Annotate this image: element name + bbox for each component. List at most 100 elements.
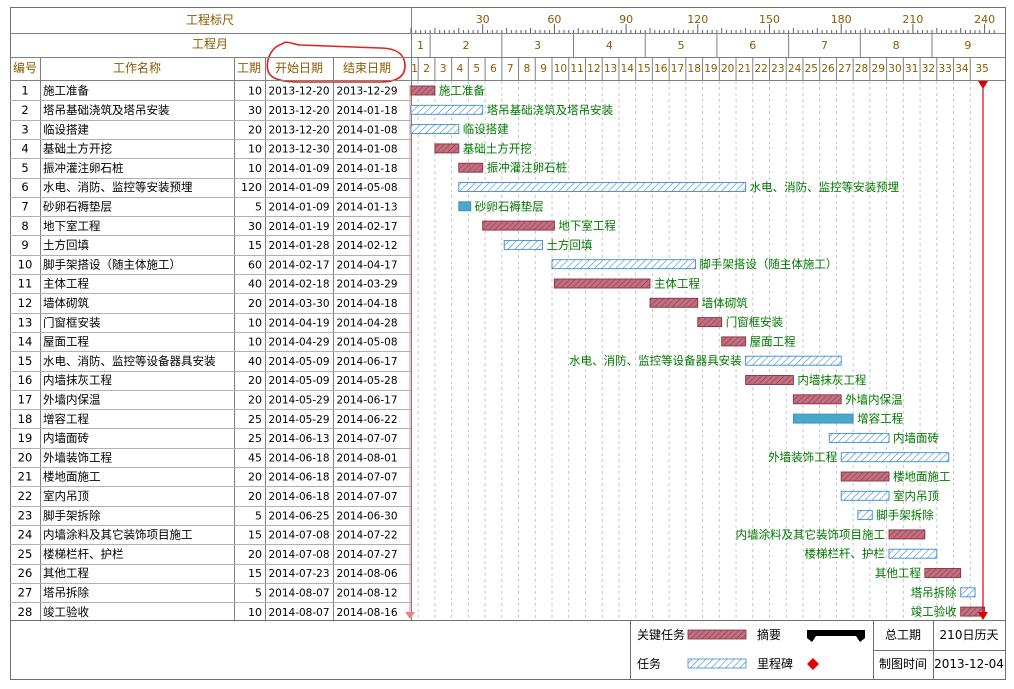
task-bar (792, 394, 842, 405)
scale-tick-label: 120 (687, 13, 708, 26)
week-label: 12 (587, 63, 600, 75)
table-row: 11 主体工程 40 2014-02-18 2014-03-29 (18, 277, 398, 291)
task-bar (410, 85, 436, 96)
total-duration-label: 总工期 (885, 628, 921, 642)
task-no: 3 (21, 122, 28, 136)
legend-milestone-icon (807, 658, 819, 670)
task-bar (553, 278, 651, 289)
table-row: 24 内墙涂料及其它装饰项目施工 15 2014-07-08 2014-07-22 (18, 528, 398, 542)
week-label: 5 (473, 63, 480, 75)
task-bar (649, 297, 699, 308)
table-row: 8 地下室工程 30 2014-01-19 2014-02-17 (21, 219, 397, 233)
task-bar (721, 336, 747, 347)
task-start-date: 2014-05-09 (268, 375, 329, 387)
task-bar (434, 143, 460, 154)
task-no: 5 (21, 161, 28, 175)
week-label: 7 (507, 63, 514, 75)
task-bar (458, 182, 747, 192)
month-label: 3 (534, 39, 541, 52)
week-label: 13 (604, 63, 617, 75)
task-no: 27 (18, 585, 33, 599)
task-duration: 20 (248, 297, 262, 310)
task-end-date: 2014-01-18 (336, 163, 397, 175)
task-end-date: 2013-12-29 (336, 86, 397, 98)
task-end-date: 2014-07-07 (336, 472, 397, 484)
week-label: 6 (490, 63, 497, 75)
task-bar-label: 施工准备 (439, 84, 485, 98)
task-start-date: 2014-02-17 (268, 259, 329, 271)
table-row: 6 水电、消防、监控等安装预埋 120 2014-01-09 2014-05-08 (21, 180, 397, 194)
task-name: 主体工程 (43, 277, 89, 291)
task-duration: 30 (248, 220, 262, 233)
task-name: 内墙抹灰工程 (43, 373, 112, 387)
task-end-date: 2014-07-22 (336, 530, 397, 542)
task-start-date: 2014-06-18 (268, 472, 329, 484)
task-name: 砂卵石褥垫层 (43, 199, 112, 213)
week-label: 21 (738, 63, 751, 75)
week-label: 17 (671, 63, 684, 75)
task-name: 增容工程 (43, 412, 89, 426)
task-bar-label: 楼梯栏杆、护栏 (805, 547, 886, 561)
week-label: 28 (855, 63, 868, 75)
task-start-date: 2014-04-19 (268, 317, 329, 329)
task-bar (503, 239, 543, 250)
scale-tick-label: 240 (974, 13, 995, 26)
task-name: 屋面工程 (43, 335, 89, 349)
task-bar (840, 471, 890, 482)
task-bar (828, 432, 890, 443)
task-bar-label: 外墙内保温 (845, 392, 903, 406)
task-rows: 1 施工准备 10 2013-12-20 2013-12-29 2 塔吊基础浇筑及塔吊安装 3… (18, 84, 398, 619)
task-bar-label: 墙体砌筑 (702, 296, 748, 310)
task-no: 8 (21, 219, 28, 233)
week-label: 27 (838, 63, 851, 75)
task-name: 外墙装饰工程 (43, 450, 112, 464)
task-start-date: 2014-01-28 (268, 240, 329, 252)
task-start-date: 2014-04-29 (268, 337, 329, 349)
week-label: 15 (637, 63, 650, 75)
task-bar-label: 脚手架搭设（随主体施工） (699, 257, 837, 271)
task-no: 13 (18, 315, 33, 329)
task-start-date: 2014-05-09 (268, 356, 329, 368)
task-end-date: 2014-07-07 (336, 491, 397, 503)
finish-marker-icon (978, 81, 988, 89)
week-label: 24 (788, 63, 802, 75)
task-no: 23 (18, 508, 33, 522)
task-no: 26 (18, 566, 33, 580)
scale-tick-label: 150 (759, 13, 780, 26)
task-no: 6 (21, 180, 28, 194)
week-label: 34 (955, 63, 969, 75)
legend-task-swatch (687, 658, 747, 669)
task-duration: 10 (248, 606, 262, 619)
task-bar-label: 其他工程 (875, 566, 921, 580)
task-name: 施工准备 (43, 84, 89, 98)
task-start-date: 2014-01-09 (268, 182, 329, 194)
task-end-date: 2014-06-30 (336, 510, 397, 522)
task-name: 内墙面砖 (43, 431, 89, 445)
scale-tick-label: 30 (476, 13, 490, 26)
table-row: 13 门窗框安装 10 2014-04-19 2014-04-28 (18, 315, 398, 329)
task-no: 4 (21, 142, 28, 156)
task-start-date: 2014-07-08 (268, 530, 329, 542)
table-row: 2 塔吊基础浇筑及塔吊安装 30 2013-12-20 2014-01-18 (21, 103, 397, 117)
table-row: 9 土方回填 15 2014-01-28 2014-02-12 (21, 238, 397, 252)
week-label: 26 (821, 63, 835, 75)
scale-tick-label: 90 (619, 13, 633, 26)
task-end-date: 2014-02-12 (336, 240, 397, 252)
month-label: 8 (893, 39, 900, 52)
task-bar-label: 砂卵石褥垫层 (475, 199, 544, 213)
column-header-start: 开始日期 (275, 61, 323, 75)
task-duration: 45 (248, 451, 262, 464)
task-bar-label: 室内吊顶 (893, 489, 939, 503)
task-start-date: 2014-01-09 (268, 163, 329, 175)
scale-label: 工程标尺 (186, 12, 234, 27)
task-bar (482, 220, 555, 231)
legend-summary-symbol (807, 630, 865, 642)
table-row: 27 塔吊拆除 5 2014-08-07 2014-08-12 (18, 585, 398, 599)
task-duration: 5 (255, 586, 262, 599)
task-duration: 15 (248, 529, 262, 542)
task-start-date: 2014-08-07 (268, 587, 329, 599)
task-start-date: 2014-02-18 (268, 279, 329, 291)
task-duration: 10 (248, 162, 262, 175)
task-end-date: 2014-06-17 (336, 356, 397, 368)
task-start-date: 2014-03-30 (268, 298, 329, 310)
